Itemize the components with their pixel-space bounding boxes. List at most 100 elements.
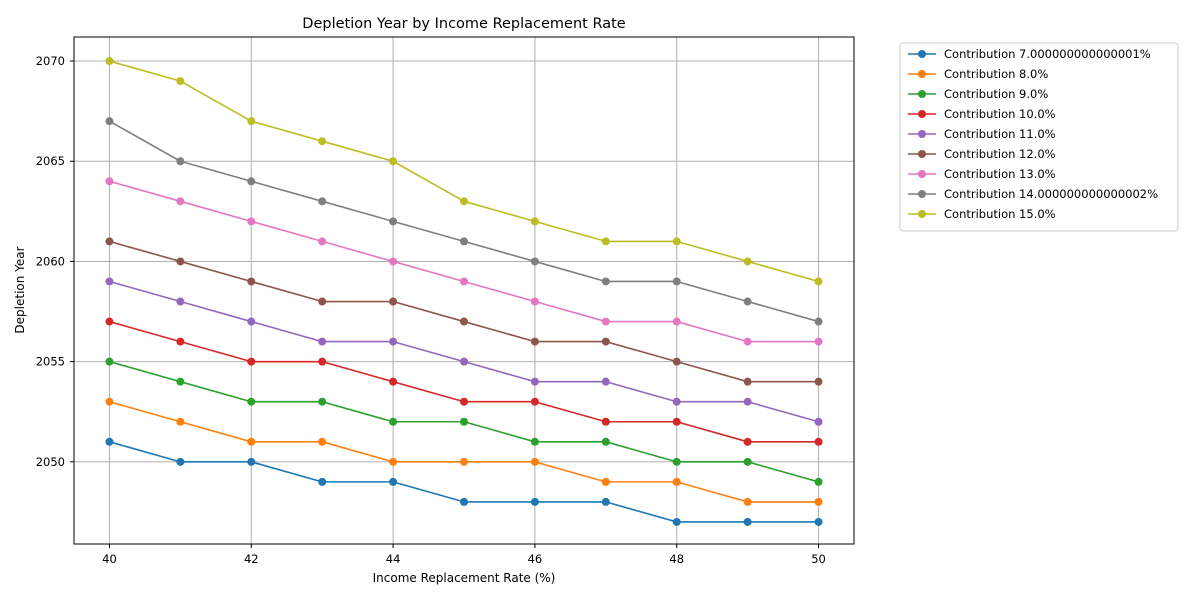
data-point: [460, 357, 468, 366]
data-point: [176, 257, 185, 266]
data-point: [460, 277, 468, 286]
legend-label: Contribution 10.0%: [944, 107, 1056, 121]
data-point: [247, 397, 256, 406]
series-group: [105, 277, 823, 426]
data-point: [105, 277, 114, 286]
data-point: [530, 337, 539, 346]
x-tick-label: 48: [669, 552, 684, 566]
data-point: [105, 357, 114, 366]
legend-label: Contribution 14.000000000000002%: [944, 187, 1158, 201]
legend-swatch-marker: [918, 50, 926, 58]
data-point: [672, 517, 681, 526]
data-point: [814, 497, 823, 506]
series-group: [105, 437, 823, 526]
data-point: [247, 317, 256, 326]
data-point: [460, 197, 468, 206]
legend-item: Contribution 14.000000000000002%: [908, 187, 1158, 201]
x-tick-label: 50: [811, 552, 826, 566]
data-point: [389, 297, 398, 306]
data-point: [601, 497, 610, 506]
data-point: [176, 77, 185, 86]
y-tick-label: 2050: [36, 455, 65, 469]
data-point: [176, 377, 185, 386]
series-group: [105, 397, 823, 506]
data-point: [530, 437, 539, 446]
legend-item: Contribution 11.0%: [908, 127, 1056, 141]
data-point: [743, 517, 752, 526]
data-point: [460, 497, 468, 506]
x-axis-label: Income Replacement Rate (%): [373, 571, 556, 585]
data-point: [105, 397, 114, 406]
legend-item: Contribution 9.0%: [908, 87, 1048, 101]
data-point: [601, 377, 610, 386]
data-point: [318, 357, 327, 366]
legend-item: Contribution 12.0%: [908, 147, 1056, 161]
legend-label: Contribution 12.0%: [944, 147, 1056, 161]
data-point: [601, 417, 610, 426]
legend-swatch-marker: [918, 210, 926, 218]
data-point: [105, 57, 114, 66]
legend-swatch-marker: [918, 130, 926, 138]
data-point: [105, 237, 114, 246]
data-point: [601, 437, 610, 446]
data-point: [672, 317, 681, 326]
data-point: [318, 137, 327, 146]
data-point: [601, 337, 610, 346]
data-point: [530, 397, 539, 406]
data-point: [247, 437, 256, 446]
legend-swatch-marker: [918, 110, 926, 118]
legend-swatch-marker: [918, 150, 926, 158]
data-point: [176, 457, 185, 466]
legend-swatch-marker: [918, 170, 926, 178]
data-point: [247, 117, 256, 126]
data-point: [460, 317, 468, 326]
data-point: [105, 117, 114, 126]
data-point: [530, 377, 539, 386]
data-point: [105, 177, 114, 186]
legend-item: Contribution 7.000000000000001%: [908, 47, 1151, 61]
legend-swatch-marker: [918, 70, 926, 78]
series-group: [105, 117, 823, 326]
y-tick-label: 2060: [36, 254, 65, 268]
legend-item: Contribution 10.0%: [908, 107, 1056, 121]
data-point: [318, 477, 327, 486]
data-point: [743, 457, 752, 466]
y-tick-label: 2070: [36, 54, 65, 68]
axis-ticks: 40 42 44 46 48 50 2050 2055 2060 2065 2070: [36, 54, 826, 566]
data-point: [176, 157, 185, 166]
data-point: [814, 417, 823, 426]
data-point: [814, 317, 823, 326]
x-tick-label: 44: [386, 552, 401, 566]
x-tick-label: 42: [244, 552, 259, 566]
legend-label: Contribution 8.0%: [944, 67, 1048, 81]
data-point: [176, 417, 185, 426]
data-point: [318, 337, 327, 346]
data-point: [743, 397, 752, 406]
data-point: [460, 417, 468, 426]
data-point: [743, 337, 752, 346]
series-layer: [105, 57, 823, 526]
data-point: [247, 357, 256, 366]
data-point: [389, 377, 398, 386]
data-point: [814, 377, 823, 386]
data-point: [176, 337, 185, 346]
data-point: [105, 317, 114, 326]
legend-label: Contribution 7.000000000000001%: [944, 47, 1151, 61]
series-group: [105, 237, 823, 386]
chart-title: Depletion Year by Income Replacement Rat…: [302, 16, 626, 32]
legend-label: Contribution 13.0%: [944, 167, 1056, 181]
data-point: [318, 437, 327, 446]
data-point: [814, 517, 823, 526]
data-point: [318, 237, 327, 246]
data-point: [247, 177, 256, 186]
data-point: [389, 477, 398, 486]
y-tick-label: 2055: [36, 355, 65, 369]
data-point: [318, 197, 327, 206]
data-point: [530, 457, 539, 466]
data-point: [460, 457, 468, 466]
data-point: [672, 237, 681, 246]
data-point: [105, 437, 114, 446]
legend-item: Contribution 15.0%: [908, 207, 1056, 221]
plot-frame: [73, 36, 855, 545]
